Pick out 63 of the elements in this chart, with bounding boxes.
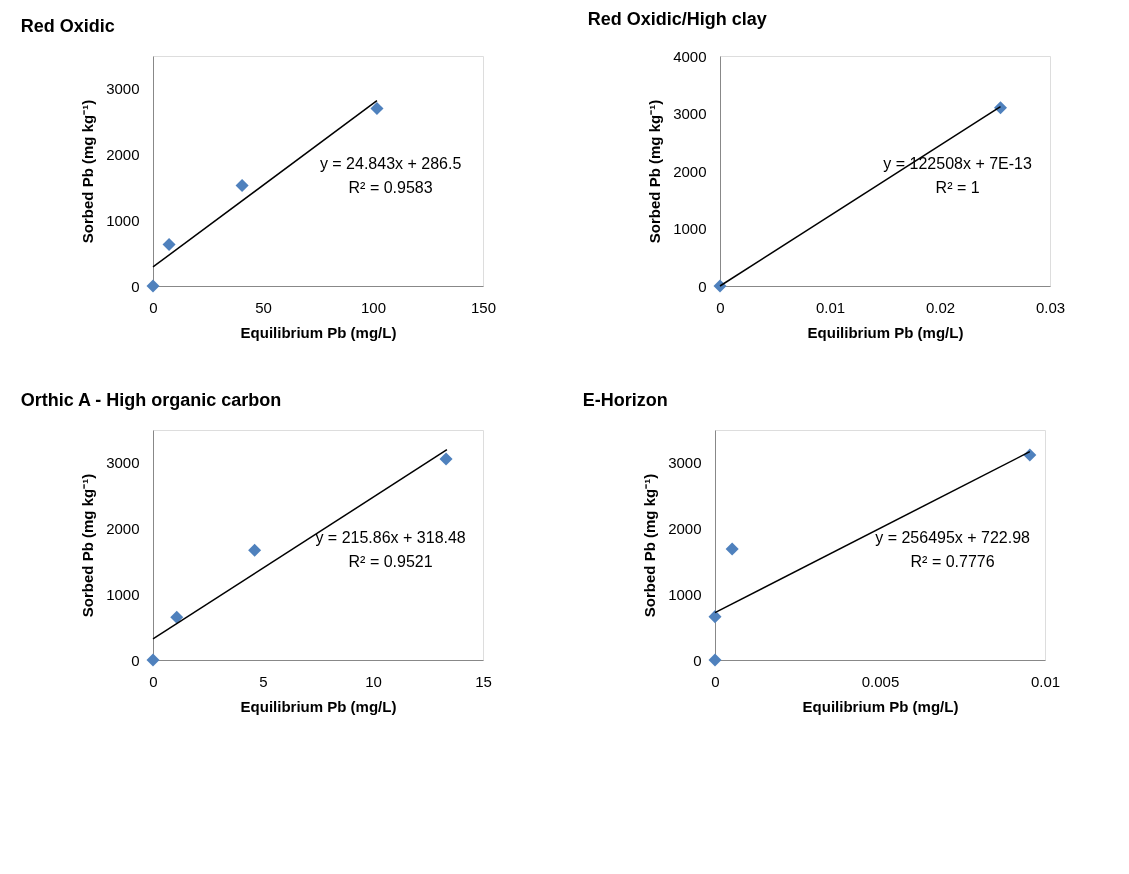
x-tick-label: 0 [149, 298, 158, 316]
point [170, 610, 184, 624]
annotation: y = 122508x + 7E-13 [883, 155, 1032, 173]
y-tick-label: 3000 [106, 454, 140, 472]
point [439, 452, 453, 466]
x-axis-title: Equilibrium Pb (mg/L) [240, 323, 397, 341]
point [235, 178, 249, 192]
point [162, 238, 176, 252]
chart-title: Orthic A - High organic carbon [20, 390, 282, 410]
x-tick-label: 100 [360, 298, 387, 316]
y-axis-title: Sorbed Pb (mg kg⁻¹) [79, 99, 97, 244]
x-tick-label: 0 [711, 672, 720, 690]
annotation: y = 215.86x + 318.48 [315, 529, 466, 547]
annotation: R² = 0.9521 [348, 553, 433, 571]
y-tick-label: 3000 [106, 80, 140, 98]
point [370, 102, 384, 116]
x-tick-label: 0.01 [1030, 672, 1061, 690]
x-tick-label: 5 [259, 672, 268, 690]
annotation: y = 256495x + 722.98 [875, 529, 1031, 547]
annotation: y = 24.843x + 286.5 [319, 155, 462, 173]
x-tick-label: 0.01 [815, 298, 846, 316]
x-tick-label: 10 [365, 672, 382, 690]
point [708, 653, 722, 667]
y-tick-label: 2000 [673, 162, 707, 180]
x-axis-title: Equilibrium Pb (mg/L) [240, 697, 397, 715]
annotation: R² = 0.7776 [910, 553, 995, 571]
y-tick-label: 4000 [673, 47, 707, 65]
y-tick-label: 3000 [668, 454, 702, 472]
x-tick-label: 0.03 [1035, 298, 1066, 316]
y-tick-label: 0 [693, 651, 702, 669]
y-tick-label: 2000 [106, 520, 140, 538]
point [708, 610, 722, 624]
point [146, 279, 160, 293]
y-tick-label: 1000 [673, 220, 707, 237]
y-axis-title: Sorbed Pb (mg kg⁻¹) [79, 473, 97, 618]
y-tick-label: 2000 [106, 146, 140, 164]
y-tick-label: 1000 [106, 585, 140, 603]
annotation: R² = 0.9583 [348, 179, 433, 197]
y-tick-label: 0 [698, 277, 707, 295]
y-tick-label: 0 [131, 651, 140, 669]
x-tick-label: 15 [475, 672, 492, 690]
point [248, 543, 262, 557]
y-tick-label: 0 [131, 277, 140, 295]
y-axis-title: Sorbed Pb (mg kg⁻¹) [646, 99, 664, 244]
annotation: R² = 1 [935, 179, 980, 197]
point [725, 542, 739, 556]
y-tick-label: 1000 [106, 211, 140, 229]
x-tick-label: 0 [716, 298, 725, 316]
x-axis-title: Equilibrium Pb (mg/L) [802, 697, 959, 715]
y-tick-label: 2000 [668, 520, 702, 538]
chart-title: Red Oxidic [20, 16, 115, 36]
point [146, 653, 160, 667]
y-tick-label: 3000 [673, 105, 707, 122]
chart-title: Red Oxidic/High clay [587, 9, 767, 29]
x-tick-label: 50 [255, 298, 272, 316]
x-axis-title: Equilibrium Pb (mg/L) [807, 323, 964, 341]
chart-title: E-Horizon [582, 390, 668, 410]
y-axis-title: Sorbed Pb (mg kg⁻¹) [641, 473, 659, 618]
x-tick-label: 150 [470, 298, 497, 316]
y-tick-label: 1000 [668, 585, 702, 603]
x-tick-label: 0 [149, 672, 158, 690]
x-tick-label: 0.02 [925, 298, 956, 316]
x-tick-label: 0.005 [861, 672, 900, 690]
